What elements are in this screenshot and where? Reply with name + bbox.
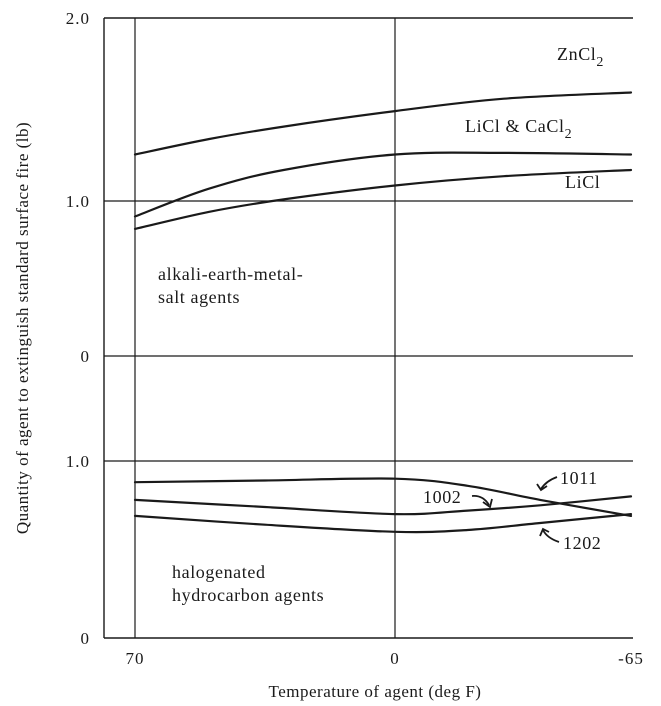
bottom-panel-curves xyxy=(133,477,633,534)
x-tick-0: 0 xyxy=(390,649,400,668)
y-tick-top-2: 2.0 xyxy=(66,9,90,28)
arrow-1202 xyxy=(542,529,560,543)
series-line-licl xyxy=(133,168,633,230)
arrowhead-1002 xyxy=(482,498,493,509)
y-tick-bottom-0: 0 xyxy=(81,629,91,648)
alkali-annotation-line1: alkali-earth-metal- xyxy=(158,264,303,284)
halogen-annotation-line1: halogenated xyxy=(172,562,266,582)
series-label-1011: 1011 xyxy=(560,468,598,488)
x-tick-70: 70 xyxy=(126,649,145,668)
zncl2-label-sub: 2 xyxy=(596,55,604,70)
x-axis-title: Temperature of agent (deg F) xyxy=(269,682,482,701)
series-label-zncl2: ZnCl2 xyxy=(557,44,604,70)
series-line-1202 xyxy=(133,513,633,534)
series-line-zncl2 xyxy=(133,91,633,156)
y-axis-title: Quantity of agent to extinguish standard… xyxy=(13,122,32,534)
series-label-licl-cacl2: LiCl & CaCl2 xyxy=(465,116,572,142)
series-line-1002 xyxy=(133,495,633,516)
y-tick-bottom-1: 1.0 xyxy=(66,452,90,471)
series-line-1011 xyxy=(133,477,633,517)
x-tick-minus-65: -65 xyxy=(618,649,644,668)
x-tick-labels: 70 0 -65 xyxy=(126,649,644,668)
halogen-annotation-line2: hydrocarbon agents xyxy=(172,585,324,605)
y-tick-top-0: 0 xyxy=(81,347,91,366)
plot-frame xyxy=(103,17,633,639)
top-panel-curves xyxy=(133,91,633,230)
licl-cacl2-label-sub: 2 xyxy=(565,127,573,142)
arrow-1011 xyxy=(540,476,558,490)
series-label-licl: LiCl xyxy=(565,172,600,192)
y-tick-top-1: 1.0 xyxy=(66,192,90,211)
arrowhead-1202 xyxy=(539,527,550,537)
licl-cacl2-label-main: LiCl & CaCl xyxy=(465,116,565,136)
arrowhead-1011 xyxy=(536,483,548,492)
series-label-1002: 1002 xyxy=(423,487,461,507)
y-tick-labels: 2.0 1.0 0 1.0 0 xyxy=(66,9,91,648)
zncl2-label-main: ZnCl xyxy=(557,44,596,64)
arrow-1002 xyxy=(471,495,490,506)
series-line-licl-cacl2 xyxy=(133,151,633,218)
series-label-1202: 1202 xyxy=(563,533,601,553)
alkali-annotation-line2: salt agents xyxy=(158,287,240,307)
